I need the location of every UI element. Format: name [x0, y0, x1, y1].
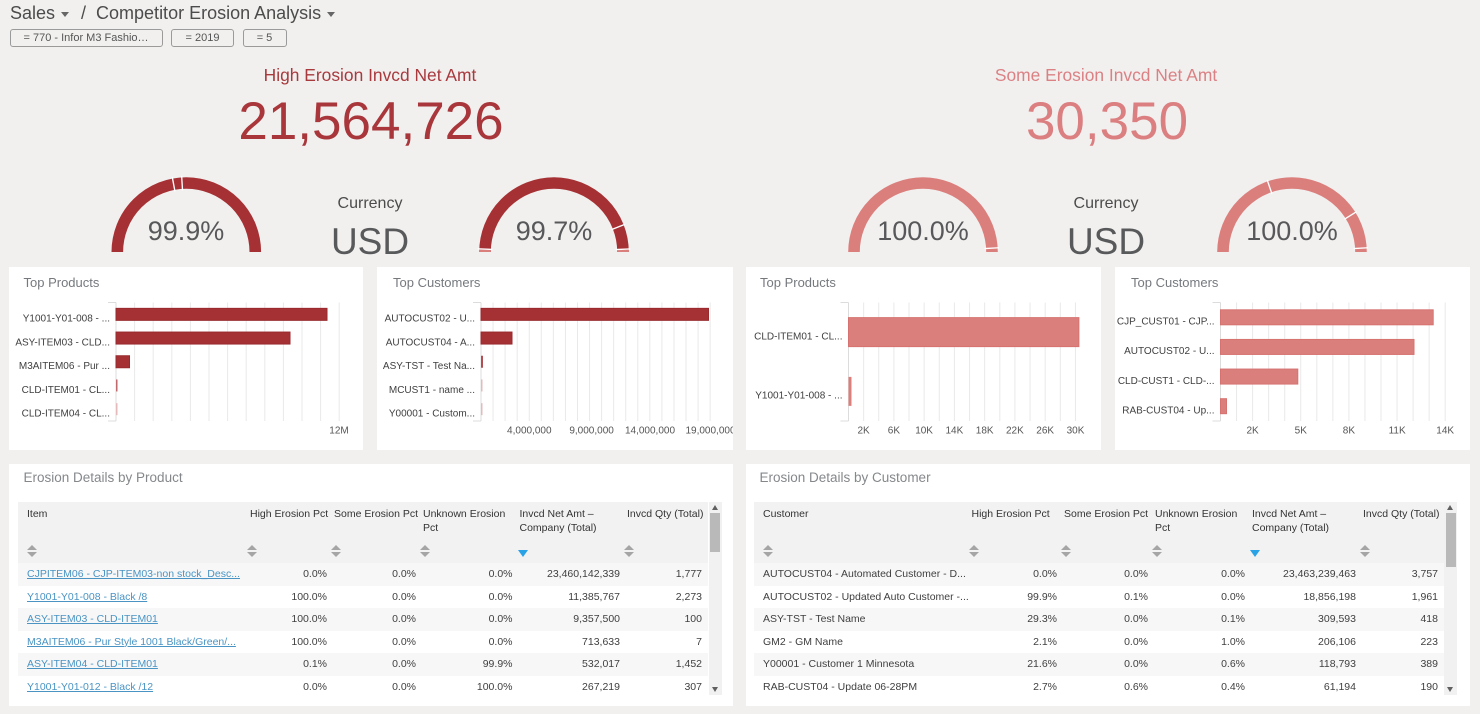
- svg-text:4,000,000: 4,000,000: [507, 426, 552, 437]
- svg-text:Y00001 - Custom...: Y00001 - Custom...: [389, 408, 475, 419]
- svg-text:CLD-ITEM01 - CL...: CLD-ITEM01 - CL...: [22, 385, 110, 396]
- svg-text:CLD-CUST1 - CLD-...: CLD-CUST1 - CLD-...: [1118, 376, 1215, 387]
- svg-text:14K: 14K: [1436, 426, 1454, 437]
- svg-text:Y1001-Y01-008 - ...: Y1001-Y01-008 - ...: [23, 314, 110, 325]
- svg-text:26K: 26K: [1036, 426, 1054, 437]
- svg-text:11K: 11K: [1389, 426, 1406, 437]
- svg-text:8K: 8K: [1343, 426, 1356, 437]
- svg-text:M3AITEM06 - Pur ...: M3AITEM06 - Pur ...: [19, 361, 110, 372]
- svg-text:10K: 10K: [915, 426, 933, 437]
- svg-text:30K: 30K: [1066, 426, 1084, 437]
- svg-text:AUTOCUST02 - U...: AUTOCUST02 - U...: [385, 314, 475, 325]
- svg-text:12M: 12M: [329, 426, 348, 437]
- svg-text:22K: 22K: [1006, 426, 1024, 437]
- svg-text:ASY-ITEM03 - CLD...: ASY-ITEM03 - CLD...: [15, 337, 110, 348]
- svg-text:18K: 18K: [975, 426, 993, 437]
- svg-text:14,000,000: 14,000,000: [625, 426, 675, 437]
- svg-text:AUTOCUST02 - U...: AUTOCUST02 - U...: [1124, 346, 1214, 357]
- svg-text:MCUST1 - name ...: MCUST1 - name ...: [389, 385, 475, 396]
- svg-text:2K: 2K: [1246, 426, 1259, 437]
- svg-text:6K: 6K: [887, 426, 900, 437]
- svg-text:AUTOCUST04 - A...: AUTOCUST04 - A...: [386, 337, 475, 348]
- svg-text:19,000,000: 19,000,000: [685, 426, 733, 437]
- svg-text:14K: 14K: [945, 426, 963, 437]
- svg-text:2K: 2K: [857, 426, 870, 437]
- svg-text:5K: 5K: [1295, 426, 1308, 437]
- svg-text:CLD-ITEM01 - CL...: CLD-ITEM01 - CL...: [754, 331, 842, 342]
- svg-text:CJP_CUST01 - CJP...: CJP_CUST01 - CJP...: [1117, 317, 1215, 328]
- svg-text:Y1001-Y01-008 - ...: Y1001-Y01-008 - ...: [755, 391, 842, 402]
- svg-text:RAB-CUST04 - Up...: RAB-CUST04 - Up...: [1122, 405, 1214, 416]
- svg-text:CLD-ITEM04 - CL...: CLD-ITEM04 - CL...: [22, 408, 110, 419]
- svg-text:ASY-TST - Test Na...: ASY-TST - Test Na...: [383, 361, 475, 372]
- svg-text:9,000,000: 9,000,000: [569, 426, 614, 437]
